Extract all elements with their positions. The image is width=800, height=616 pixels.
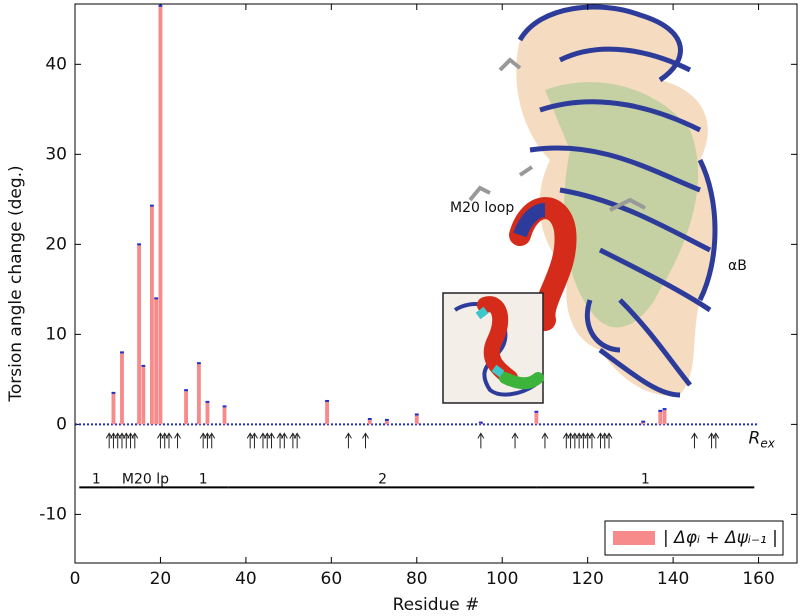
rex-arrow <box>575 432 583 449</box>
rex-arrow <box>157 432 164 449</box>
rex-arrow <box>118 432 126 449</box>
inset-tube-cyan <box>475 306 505 378</box>
y-tick-label: -10 <box>39 504 67 524</box>
rex-arrow <box>362 432 369 449</box>
rex-arrow <box>712 432 720 449</box>
rex-arrow <box>131 432 139 449</box>
ligand-sticks <box>468 57 646 212</box>
rex-arrow <box>477 432 485 449</box>
x-tick-label: 40 <box>235 569 257 589</box>
rex-arrow <box>127 432 134 449</box>
y-tick-label: 40 <box>45 54 67 74</box>
rex-arrow <box>114 432 122 449</box>
bar <box>184 390 188 425</box>
bar <box>158 5 163 425</box>
rex-arrow <box>293 432 301 449</box>
x-tick-label: 160 <box>742 569 774 589</box>
y-tick-label: 30 <box>45 144 67 164</box>
y-axis-label: Torsion angle change (deg.) <box>6 165 26 402</box>
bar <box>141 365 146 425</box>
plot-frame <box>74 3 798 564</box>
x-tick-label: 0 <box>70 569 81 589</box>
rex-arrow <box>246 432 254 449</box>
rex-arrow <box>204 432 211 449</box>
rex-arrow <box>122 432 130 449</box>
y-tick-label: 0 <box>56 414 67 434</box>
rex-arrow <box>511 432 519 449</box>
annotation: αB <box>728 258 747 274</box>
rex-arrow <box>268 432 275 449</box>
x-axis-label: Residue # <box>393 595 480 615</box>
x-tick-label: 100 <box>486 569 518 589</box>
bar <box>641 421 646 425</box>
segment-label: 1 <box>641 471 650 487</box>
y-tick-label: 10 <box>45 324 67 344</box>
bar <box>384 419 389 425</box>
rex-arrow <box>174 432 181 449</box>
rex-label-main: R <box>749 428 761 448</box>
segment-label: 2 <box>378 471 387 487</box>
rex-arrow <box>344 432 352 449</box>
rex-arrow <box>199 432 207 449</box>
rex-arrow <box>605 432 613 449</box>
rex-arrow <box>562 432 570 449</box>
legend-swatch <box>613 531 655 545</box>
bar <box>414 414 419 425</box>
x-tick-label: 80 <box>406 569 428 589</box>
rex-arrow <box>567 432 575 449</box>
legend-label: | Δφᵢ + Δψᵢ₋₁ | <box>663 528 778 548</box>
protein-structure-image: M20 loop αB <box>442 4 747 404</box>
bar <box>222 406 227 425</box>
inset-tube-green <box>499 372 544 390</box>
rex-arrow <box>105 432 113 449</box>
bar <box>120 352 124 425</box>
rex-arrow <box>588 432 596 449</box>
bar <box>325 400 329 425</box>
segment-label: 1 <box>92 471 101 487</box>
bar <box>658 410 663 425</box>
rex-arrow <box>579 432 587 449</box>
y-tick-label: 20 <box>45 234 67 254</box>
rex-arrow <box>165 432 173 449</box>
bar <box>154 298 159 425</box>
rex-arrow <box>584 432 592 449</box>
bar <box>149 205 154 425</box>
segment-label: M20 lp <box>122 471 169 487</box>
rex-arrow <box>161 432 169 449</box>
rex-arrow <box>110 432 117 449</box>
rex-arrow <box>691 432 698 449</box>
rex-arrow <box>601 432 609 449</box>
rex-arrow <box>541 432 549 449</box>
rex-arrow <box>289 432 297 449</box>
rex-label-sub: ex <box>760 436 775 450</box>
rex-arrow <box>280 432 288 449</box>
segment-label: 1 <box>199 471 208 487</box>
rex-arrow <box>276 432 284 449</box>
rex-label: Rex <box>749 428 776 450</box>
x-tick-label: 20 <box>150 569 172 589</box>
bar <box>111 392 116 425</box>
bar <box>196 363 201 425</box>
rex-arrow <box>263 432 271 449</box>
x-tick-label: 60 <box>321 569 343 589</box>
rex-arrow <box>571 432 579 449</box>
rex-arrow <box>208 432 216 449</box>
rex-arrow <box>259 432 267 449</box>
bar <box>534 411 539 425</box>
bar <box>205 401 210 425</box>
rex-arrow <box>708 432 715 449</box>
x-tick-label: 120 <box>571 569 603 589</box>
rex-arrow <box>251 432 258 449</box>
bar <box>662 409 667 425</box>
m20-tube-end <box>513 203 546 238</box>
rex-arrow <box>597 432 604 449</box>
x-tick-label: 140 <box>657 569 689 589</box>
bar <box>367 418 372 425</box>
bar <box>137 244 142 425</box>
ribbon-blue <box>517 4 718 398</box>
annotation: M20 loop <box>450 200 514 216</box>
